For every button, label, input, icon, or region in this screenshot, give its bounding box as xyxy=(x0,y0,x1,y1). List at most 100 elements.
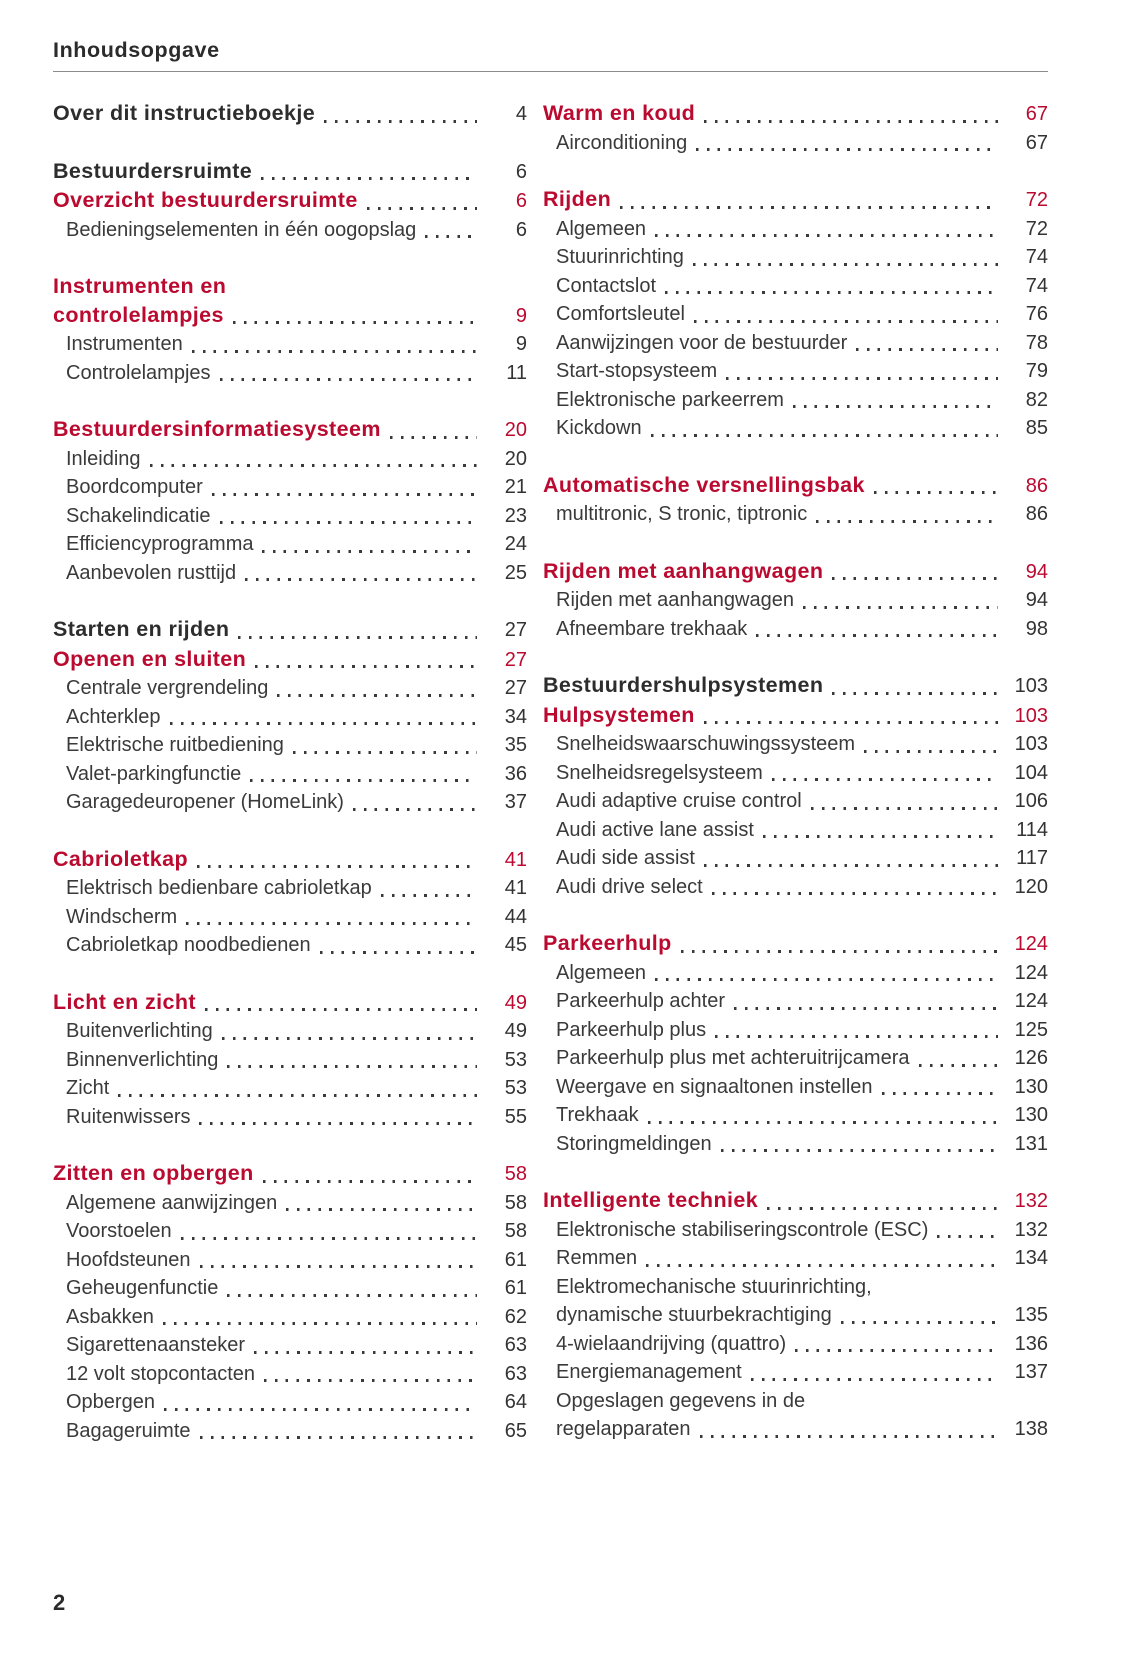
toc-entry[interactable]: Geheugenfunctie 61 xyxy=(53,1274,527,1303)
toc-entry-page: 24 xyxy=(504,533,527,555)
toc-entry[interactable]: Openen en sluiten 27 xyxy=(53,645,527,675)
toc-entry[interactable]: controlelampjes 9 xyxy=(53,301,527,331)
toc-entry[interactable]: Overzicht bestuurdersruimte 6 xyxy=(53,186,527,216)
toc-entry[interactable]: Snelheidsregelsysteem 104 xyxy=(543,759,1048,788)
toc-entry[interactable]: Elektronische parkeerrem 82 xyxy=(543,386,1048,415)
toc-entry[interactable]: Rijden met aanhangwagen 94 xyxy=(543,586,1048,615)
toc-entry[interactable]: Elektrische ruitbediening 35 xyxy=(53,731,527,760)
toc-entry[interactable]: Instrumenten 9 xyxy=(53,330,527,359)
toc-entry[interactable]: Boordcomputer 21 xyxy=(53,473,527,502)
toc-entry[interactable]: Starten en rijden 27 xyxy=(53,615,527,645)
toc-entry[interactable]: Stuurinrichting 74 xyxy=(543,243,1048,272)
toc-entry[interactable]: Audi active lane assist 114 xyxy=(543,816,1048,845)
toc-entry-label: Warm en koud xyxy=(543,101,696,125)
toc-entry-label: Aanwijzingen voor de bestuurder xyxy=(556,331,848,354)
toc-entry[interactable]: Asbakken 62 xyxy=(53,1303,527,1332)
toc-entry[interactable]: Rijden met aanhangwagen 94 xyxy=(543,557,1048,587)
toc-entry[interactable]: Parkeerhulp achter 124 xyxy=(543,987,1048,1016)
toc-entry[interactable]: Elektromechanische stuurinrichting, xyxy=(543,1273,1048,1302)
toc-entry[interactable]: Garagedeuropener (HomeLink) 37 xyxy=(53,788,527,817)
toc-entry[interactable]: Elektrisch bedienbare cabrioletkap 41 xyxy=(53,874,527,903)
toc-entry-label: dynamische stuurbekrachtiging xyxy=(556,1304,832,1326)
toc-entry[interactable]: Audi side assist 117 xyxy=(543,844,1048,873)
toc-entry[interactable]: Zicht 53 xyxy=(53,1074,527,1103)
toc-entry[interactable]: Parkeerhulp plus 125 xyxy=(543,1016,1048,1045)
toc-entry[interactable]: Bestuurdersinformatiesysteem 20 xyxy=(53,415,527,445)
toc-entry[interactable]: Comfortsleutel 76 xyxy=(543,300,1048,329)
toc-entry[interactable]: Automatische versnellingsbak 86 xyxy=(543,471,1048,501)
toc-entry[interactable]: Cabrioletkap noodbedienen 45 xyxy=(53,931,527,960)
toc-entry[interactable]: Aanbevolen rusttijd 25 xyxy=(53,559,527,588)
toc-entry-page: 49 xyxy=(504,1020,527,1042)
toc-entry-label: Hoofdsteunen xyxy=(66,1248,191,1271)
toc-entry[interactable]: Warm en koud 67 xyxy=(543,99,1048,129)
toc-entry[interactable]: Sigarettenaansteker 63 xyxy=(53,1331,527,1360)
toc-entry[interactable]: Cabrioletkap 41 xyxy=(53,845,527,875)
toc-entry[interactable]: Contactslot 74 xyxy=(543,272,1048,301)
toc-entry[interactable]: Binnenverlichting 53 xyxy=(53,1046,527,1075)
toc-entry[interactable]: Zitten en opbergen 58 xyxy=(53,1159,527,1189)
toc-entry[interactable]: Opbergen 64 xyxy=(53,1388,527,1417)
toc-entry[interactable]: Snelheidswaarschuwingssysteem 103 xyxy=(543,730,1048,759)
toc-entry[interactable]: Kickdown 85 xyxy=(543,414,1048,443)
toc-entry-label: regelapparaten xyxy=(556,1418,691,1440)
toc-entry[interactable]: dynamische stuurbekrachtiging 135 xyxy=(543,1301,1048,1330)
toc-entry[interactable]: Windscherm 44 xyxy=(53,903,527,932)
toc-entry[interactable]: Hulpsystemen 103 xyxy=(543,701,1048,731)
toc-entry[interactable]: Audi adaptive cruise control 106 xyxy=(543,787,1048,816)
toc-entry[interactable]: Airconditioning 67 xyxy=(543,129,1048,158)
toc-entry-label: Parkeerhulp plus met achteruitrijcamera xyxy=(556,1047,910,1069)
toc-entry[interactable]: Parkeerhulp plus met achteruitrijcamera 1… xyxy=(543,1044,1048,1073)
toc-entry[interactable]: Controlelampjes 11 xyxy=(53,359,527,388)
toc-entry[interactable]: Ruitenwissers 55 xyxy=(53,1103,527,1132)
toc-entry[interactable]: Valet-parkingfunctie 36 xyxy=(53,760,527,789)
toc-entry[interactable]: Inleiding 20 xyxy=(53,445,527,474)
toc-entry[interactable]: Bedieningselementen in één oogopslag 6 xyxy=(53,216,527,245)
toc-entry[interactable]: 12 volt stopcontacten 63 xyxy=(53,1360,527,1389)
toc-entry[interactable]: Bagageruimte 65 xyxy=(53,1417,527,1446)
toc-entry-label: Starten en rijden xyxy=(53,617,230,641)
toc-entry[interactable]: Audi drive select 120 xyxy=(543,873,1048,902)
toc-entry[interactable]: Efficiencyprogramma 24 xyxy=(53,530,527,559)
toc-entry[interactable]: Buitenverlichting 49 xyxy=(53,1017,527,1046)
toc-entry[interactable]: regelapparaten 138 xyxy=(543,1415,1048,1444)
toc-entry[interactable]: Weergave en signaaltonen instellen 130 xyxy=(543,1073,1048,1102)
toc-entry[interactable]: Voorstoelen 58 xyxy=(53,1217,527,1246)
toc-entry-label: Bestuurdersinformatiesysteem xyxy=(53,417,381,441)
toc-entry[interactable]: Storingmeldingen 131 xyxy=(543,1130,1048,1159)
toc-entry[interactable]: Algemene aanwijzingen 58 xyxy=(53,1189,527,1218)
toc-group: Cabrioletkap 41 Elektrisch bedienbare cabr… xyxy=(53,845,527,960)
dot-leader xyxy=(715,1035,998,1038)
dot-leader xyxy=(693,319,998,323)
toc-entry[interactable]: Rijden 72 xyxy=(543,185,1048,215)
toc-entry[interactable]: Achterklep 34 xyxy=(53,703,527,732)
dot-leader xyxy=(864,749,998,753)
toc-entry[interactable]: Opgeslagen gegevens in de xyxy=(543,1387,1048,1416)
toc-entry[interactable]: Trekhaak 130 xyxy=(543,1101,1048,1130)
toc-entry[interactable]: Remmen 134 xyxy=(543,1244,1048,1273)
toc-entry[interactable]: Energiemanagement 137 xyxy=(543,1358,1048,1387)
dot-leader xyxy=(180,1236,477,1240)
toc-entry[interactable]: 4-wielaandrijving (quattro) 136 xyxy=(543,1330,1048,1359)
toc-entry-page: 37 xyxy=(504,791,527,813)
toc-entry-page: 120 xyxy=(1014,875,1048,898)
toc-entry-label: Airconditioning xyxy=(556,131,688,154)
toc-entry[interactable]: Bestuurdershulpsystemen 103 xyxy=(543,671,1048,701)
toc-entry[interactable]: Afneembare trekhaak 98 xyxy=(543,615,1048,644)
toc-entry[interactable]: Instrumenten en xyxy=(53,272,527,301)
toc-entry[interactable]: Elektronische stabiliseringscontrole (ES… xyxy=(543,1216,1048,1245)
toc-entry[interactable]: Start-stopsysteem 79 xyxy=(543,357,1048,386)
toc-entry[interactable]: multitronic, S tronic, tiptronic 86 xyxy=(543,500,1048,529)
toc-entry-page: 125 xyxy=(1014,1018,1048,1041)
toc-entry[interactable]: Centrale vergrendeling 27 xyxy=(53,674,527,703)
toc-entry[interactable]: Licht en zicht 49 xyxy=(53,988,527,1018)
toc-entry[interactable]: Over dit instructieboekje 4 xyxy=(53,99,527,129)
toc-entry[interactable]: Algemeen 124 xyxy=(543,959,1048,988)
toc-entry[interactable]: Schakelindicatie 23 xyxy=(53,502,527,531)
toc-entry[interactable]: Aanwijzingen voor de bestuurder 78 xyxy=(543,329,1048,358)
toc-entry[interactable]: Intelligente techniek 132 xyxy=(543,1186,1048,1216)
toc-entry[interactable]: Algemeen 72 xyxy=(543,215,1048,244)
toc-entry[interactable]: Bestuurdersruimte 6 xyxy=(53,157,527,187)
toc-entry[interactable]: Hoofdsteunen 61 xyxy=(53,1246,527,1275)
toc-entry[interactable]: Parkeerhulp 124 xyxy=(543,929,1048,959)
